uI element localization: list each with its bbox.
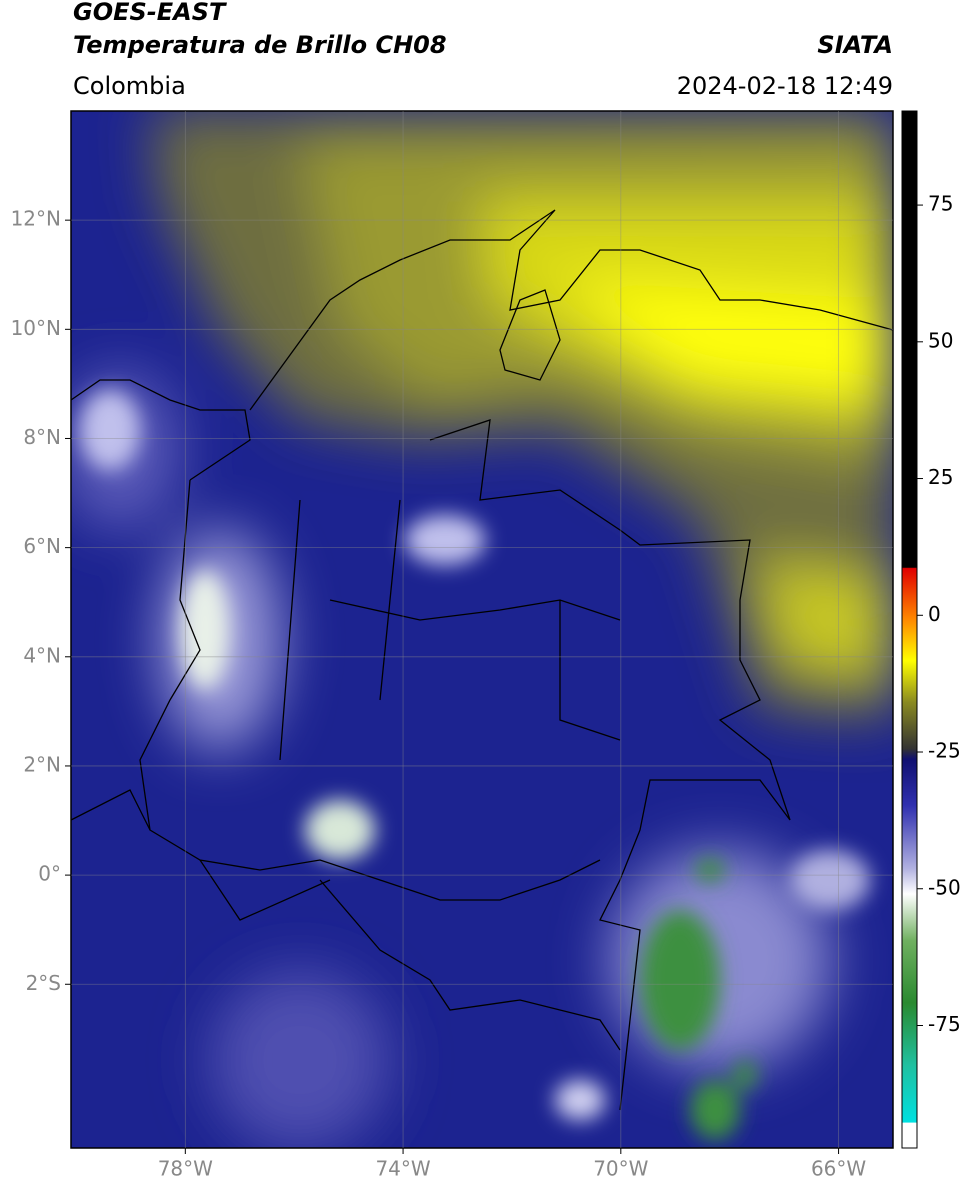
colorbar-label: 50 [928, 328, 953, 352]
colorbar-label: 25 [928, 465, 953, 489]
satellite-image [71, 111, 893, 1148]
x-tick-label: 78°W [158, 1157, 213, 1181]
timestamp: 2024-02-18 12:49 [677, 72, 893, 100]
source: SIATA [817, 31, 893, 59]
y-tick-label: 12°N [11, 207, 61, 231]
map-frame [70, 110, 894, 1149]
y-tick-label: 0° [38, 862, 61, 886]
region: Colombia [73, 72, 186, 100]
x-tick-label: 70°W [593, 1157, 648, 1181]
title: GOES-EAST [73, 0, 227, 26]
colorbar-label: 0 [928, 602, 941, 626]
y-tick-label: 4°N [23, 643, 61, 667]
borders [71, 209, 893, 1111]
y-tick-label: 8°N [23, 425, 61, 449]
colorbar-label: -50 [928, 875, 961, 899]
y-tick-label: 10°N [11, 316, 61, 340]
y-tick-label: 6°N [23, 534, 61, 558]
colorbar-label: 75 [928, 192, 953, 216]
x-tick-label: 74°W [375, 1157, 430, 1181]
y-tick-label: 2°S [26, 971, 61, 995]
subtitle: Temperatura de Brillo CH08 [73, 31, 447, 59]
colorbar [901, 110, 918, 1149]
x-tick-label: 66°W [811, 1157, 866, 1181]
colorbar-label: -75 [928, 1012, 961, 1036]
colorbar-label: -25 [928, 739, 961, 763]
y-tick-label: 2°N [23, 752, 61, 776]
